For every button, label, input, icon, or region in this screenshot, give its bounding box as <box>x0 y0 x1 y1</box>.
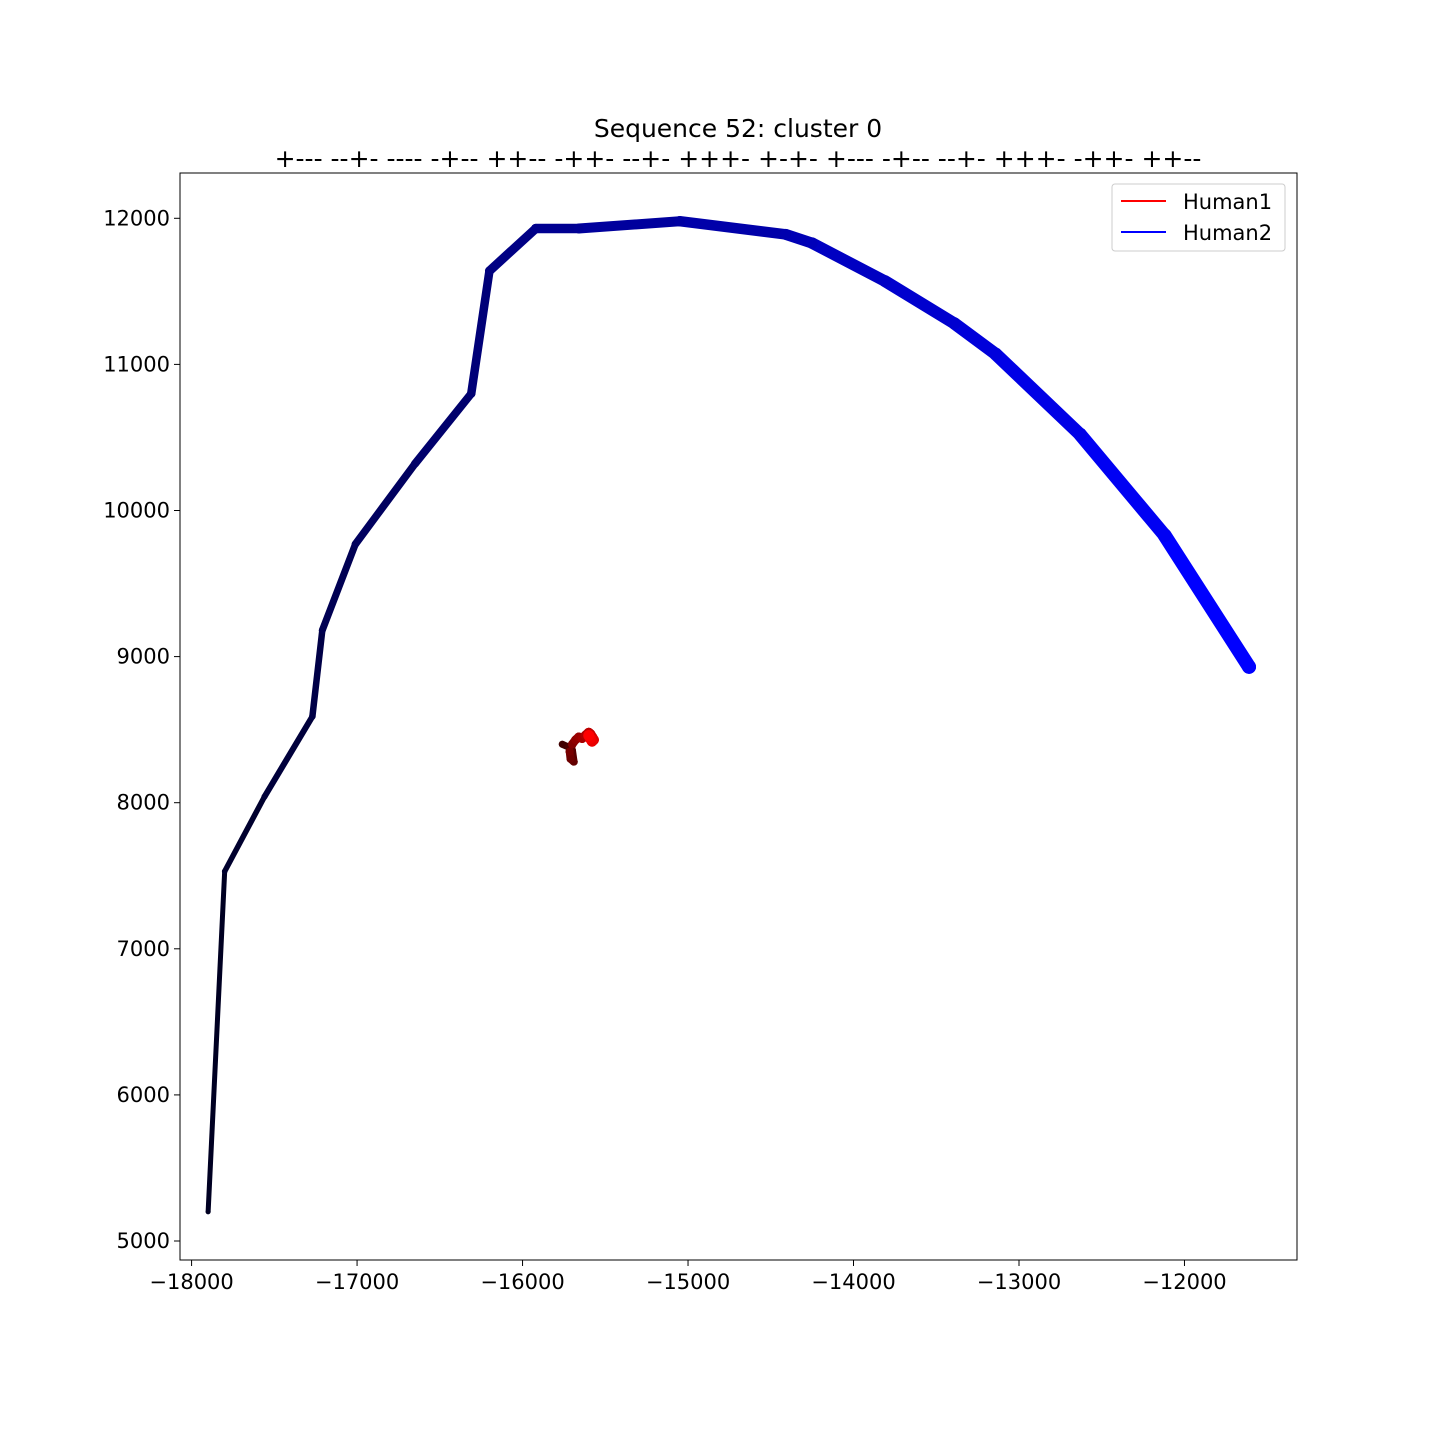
chart-subtitle: +--- --+- ---- -+-- ++-- -++- --+- +++- … <box>275 144 1202 173</box>
series-segment <box>309 627 326 720</box>
data-point <box>879 275 891 287</box>
y-axis: 5000 6000 7000 8000 9000 10000 11000 12000 <box>103 206 180 1253</box>
x-tick-label: −15000 <box>646 1270 730 1294</box>
y-tick-label: 5000 <box>117 1229 170 1253</box>
series-human1 <box>558 727 599 766</box>
series-segment <box>573 216 685 234</box>
data-point <box>573 223 584 234</box>
series-segment <box>261 713 316 800</box>
data-point <box>674 216 685 227</box>
series-segment <box>878 275 961 330</box>
series-segment <box>318 540 359 634</box>
y-tick-label: 10000 <box>103 498 170 522</box>
y-tick-label: 9000 <box>117 645 170 669</box>
series-segment <box>674 215 791 240</box>
data-point <box>221 868 228 875</box>
data-point <box>1242 659 1257 674</box>
x-tick-label: −14000 <box>811 1270 895 1294</box>
data-point <box>989 347 1003 361</box>
data-point <box>485 266 494 276</box>
series-segment <box>351 459 419 548</box>
data-point <box>309 713 316 720</box>
data-point <box>261 793 268 800</box>
data-point <box>565 747 574 756</box>
series-segment <box>484 224 541 276</box>
y-tick-label: 7000 <box>117 937 170 961</box>
chart-title: Sequence 52: cluster 0 <box>594 114 882 143</box>
x-tick-label: −13000 <box>977 1270 1061 1294</box>
x-tick-label: −18000 <box>149 1270 233 1294</box>
y-tick-label: 6000 <box>117 1083 170 1107</box>
y-tick-label: 12000 <box>103 206 170 230</box>
data-point <box>583 729 595 741</box>
data-point <box>467 389 476 398</box>
data-point <box>558 740 566 748</box>
x-tick-label: −16000 <box>480 1270 564 1294</box>
series-segment <box>221 794 268 875</box>
plot-frame <box>179 172 1298 1261</box>
data-point <box>948 317 961 330</box>
data-point <box>205 1209 211 1215</box>
legend-label-human2: Human2 <box>1183 221 1272 245</box>
series-segment <box>948 317 1003 361</box>
data-point <box>1073 427 1087 442</box>
data-point <box>566 754 575 763</box>
y-tick-label: 11000 <box>103 352 170 376</box>
series-segment <box>1157 528 1257 674</box>
series-segment <box>806 237 891 287</box>
x-tick-label: −12000 <box>1142 1270 1226 1294</box>
data-point <box>531 223 541 234</box>
data-point <box>806 237 818 249</box>
data-point <box>1157 528 1172 543</box>
legend-label-human1: Human1 <box>1183 190 1272 214</box>
series-segment <box>466 266 494 398</box>
legend: Human1 Human2 <box>1111 183 1286 252</box>
series-segment <box>205 868 228 1215</box>
series-human2 <box>205 215 1257 1215</box>
data-point <box>780 229 792 240</box>
data-point <box>411 459 419 468</box>
data-point <box>351 540 360 548</box>
series-segment <box>1073 427 1172 543</box>
y-tick-label: 8000 <box>117 791 170 815</box>
x-axis: −18000 −17000 −16000 −15000 −14000 −13000 −120… <box>149 1260 1227 1294</box>
plot-area <box>205 215 1257 1215</box>
series-segment <box>410 389 476 468</box>
x-tick-label: −17000 <box>315 1270 399 1294</box>
data-point <box>318 626 326 634</box>
series-segment <box>989 347 1087 442</box>
